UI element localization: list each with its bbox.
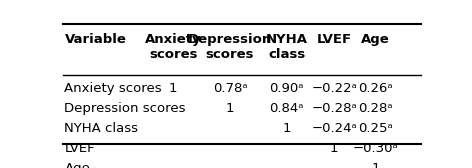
Text: 1: 1 — [371, 162, 379, 168]
Text: 0.26ᵃ: 0.26ᵃ — [358, 82, 393, 95]
Text: 0.78ᵃ: 0.78ᵃ — [213, 82, 247, 95]
Text: −0.30ᵃ: −0.30ᵃ — [353, 142, 398, 155]
Text: 0.90ᵃ: 0.90ᵃ — [270, 82, 304, 95]
Text: Variable: Variable — [65, 33, 126, 46]
Text: −0.22ᵃ: −0.22ᵃ — [312, 82, 357, 95]
Text: 0.25ᵃ: 0.25ᵃ — [358, 122, 393, 135]
Text: LVEF: LVEF — [317, 33, 352, 46]
Text: Depression scores: Depression scores — [65, 102, 186, 115]
Text: 1: 1 — [330, 142, 338, 155]
Text: Age: Age — [361, 33, 390, 46]
Text: 0.84ᵃ: 0.84ᵃ — [270, 102, 304, 115]
Text: 0.28ᵃ: 0.28ᵃ — [358, 102, 393, 115]
Text: Age: Age — [65, 162, 90, 168]
Text: NYHA class: NYHA class — [65, 122, 138, 135]
Text: LVEF: LVEF — [65, 142, 95, 155]
Text: −0.24ᵃ: −0.24ᵃ — [312, 122, 357, 135]
Text: NYHA
class: NYHA class — [266, 33, 308, 61]
Text: 1: 1 — [226, 102, 234, 115]
Text: 1: 1 — [169, 82, 177, 95]
Text: Anxiety
scores: Anxiety scores — [145, 33, 202, 61]
Text: Anxiety scores: Anxiety scores — [65, 82, 162, 95]
Text: Depression
scores: Depression scores — [188, 33, 272, 61]
Text: −0.28ᵃ: −0.28ᵃ — [312, 102, 357, 115]
Text: 1: 1 — [282, 122, 291, 135]
